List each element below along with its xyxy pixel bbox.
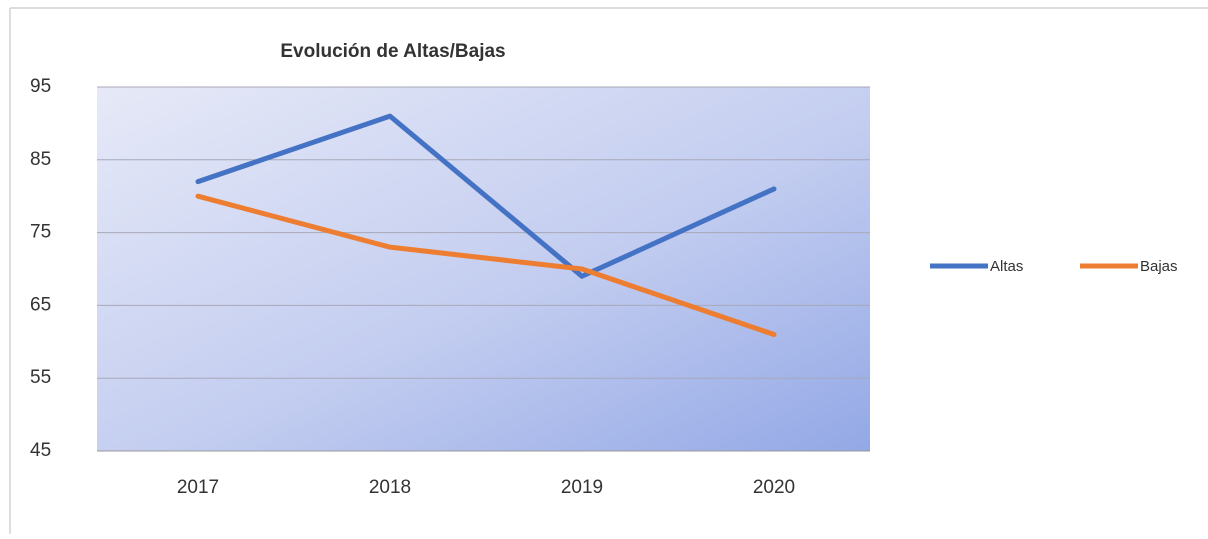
chart-title: Evolución de Altas/Bajas <box>280 41 505 62</box>
y-tick-label: 75 <box>30 222 51 243</box>
y-tick-label: 65 <box>30 294 51 315</box>
legend-label: Bajas <box>1140 258 1178 275</box>
y-tick-label: 85 <box>30 149 51 170</box>
x-tick-label: 2019 <box>561 477 603 498</box>
y-tick-label: 55 <box>30 367 51 388</box>
y-tick-label: 95 <box>30 76 51 97</box>
x-tick-label: 2018 <box>369 477 411 498</box>
x-tick-label: 2020 <box>753 477 795 498</box>
data-line <box>195 113 777 279</box>
plot-area <box>97 87 870 451</box>
data-line <box>195 193 777 338</box>
y-tick-label: 45 <box>30 440 51 461</box>
legend-label: Altas <box>990 258 1023 275</box>
x-tick-label: 2017 <box>177 477 219 498</box>
